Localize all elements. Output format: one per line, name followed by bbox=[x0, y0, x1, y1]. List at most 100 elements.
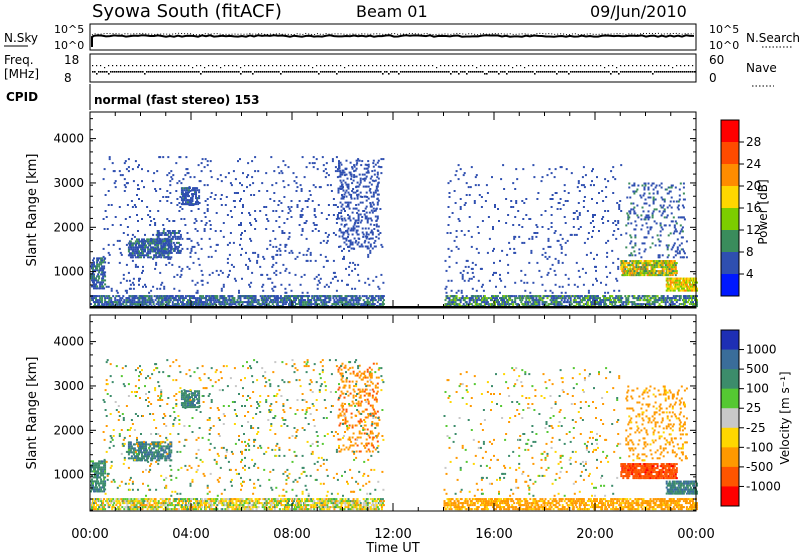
range-cell bbox=[198, 297, 201, 300]
range-cell bbox=[279, 295, 282, 298]
range-cell bbox=[680, 287, 683, 290]
range-cell bbox=[158, 255, 161, 258]
nave-point bbox=[392, 65, 394, 67]
nave-point bbox=[544, 65, 546, 67]
nave-point bbox=[168, 65, 170, 67]
range-cell bbox=[307, 247, 310, 250]
range-cell bbox=[658, 210, 661, 213]
freq-point bbox=[256, 71, 258, 73]
range-cell bbox=[236, 301, 239, 304]
range-cell bbox=[92, 271, 94, 274]
range-cell bbox=[615, 295, 618, 298]
range-cell bbox=[659, 222, 662, 225]
range-cell bbox=[179, 206, 182, 208]
range-cell bbox=[341, 173, 344, 176]
range-cell bbox=[170, 242, 173, 245]
range-cell bbox=[344, 219, 347, 222]
range-cell bbox=[628, 262, 631, 265]
freq-point bbox=[204, 71, 206, 73]
range-cell bbox=[689, 283, 692, 286]
range-cell bbox=[675, 272, 678, 275]
range-cell bbox=[189, 190, 192, 192]
range-cell bbox=[156, 295, 159, 298]
range-cell bbox=[204, 200, 207, 202]
range-cell bbox=[240, 233, 242, 236]
range-cell bbox=[345, 168, 347, 171]
range-cell bbox=[100, 281, 103, 284]
freq-point bbox=[128, 71, 130, 73]
range-cell bbox=[198, 263, 201, 266]
range-cell bbox=[178, 180, 181, 183]
range-cell bbox=[126, 204, 129, 206]
range-cell bbox=[222, 285, 225, 288]
freq-point bbox=[222, 71, 224, 73]
range-cell bbox=[646, 266, 649, 269]
range-cell bbox=[563, 301, 566, 304]
range-cell bbox=[102, 275, 105, 278]
freq-point bbox=[594, 71, 596, 73]
range-cell bbox=[532, 295, 535, 298]
range-cell bbox=[322, 265, 325, 268]
freq-point bbox=[508, 71, 510, 73]
freq-label: Freq. bbox=[4, 53, 34, 67]
range-cell bbox=[181, 187, 184, 190]
range-cell bbox=[155, 247, 158, 250]
range-cell bbox=[487, 297, 490, 300]
freq-point bbox=[364, 71, 366, 73]
range-cell bbox=[491, 303, 493, 306]
range-cell bbox=[257, 253, 260, 256]
range-cell bbox=[505, 222, 508, 224]
range-cell bbox=[376, 301, 379, 304]
range-cell bbox=[146, 206, 149, 208]
range-cell bbox=[93, 257, 95, 260]
range-cell bbox=[179, 301, 182, 304]
range-cell bbox=[156, 237, 159, 240]
range-cell bbox=[514, 188, 517, 190]
range-cell bbox=[342, 189, 345, 192]
range-cell bbox=[509, 303, 512, 306]
range-cell bbox=[186, 168, 189, 171]
range-cell bbox=[165, 196, 168, 198]
freq-point bbox=[612, 71, 614, 73]
range-cell bbox=[639, 194, 642, 197]
range-cell bbox=[680, 216, 683, 219]
range-cell bbox=[195, 197, 197, 200]
range-cell bbox=[683, 198, 686, 201]
range-cell bbox=[568, 295, 571, 298]
range-cell bbox=[345, 223, 348, 226]
range-cell bbox=[671, 220, 674, 223]
range-cell bbox=[352, 191, 355, 194]
range-cell bbox=[607, 297, 610, 300]
range-cell bbox=[686, 281, 689, 284]
range-cell bbox=[626, 266, 629, 269]
freq-point bbox=[586, 71, 588, 73]
range-cell bbox=[640, 266, 643, 269]
range-cell bbox=[104, 301, 107, 304]
range-cell bbox=[339, 228, 341, 230]
range-cell bbox=[351, 211, 354, 214]
range-cell bbox=[157, 301, 160, 304]
range-cell bbox=[159, 241, 162, 244]
nave-point bbox=[532, 65, 534, 67]
range-cell bbox=[326, 235, 329, 238]
range-cell bbox=[312, 303, 315, 306]
range-cell bbox=[376, 171, 379, 174]
range-cell bbox=[519, 299, 522, 302]
range-cell bbox=[367, 165, 370, 168]
range-cell bbox=[457, 164, 460, 167]
range-cell bbox=[357, 297, 360, 300]
date-label: 09/Jun/2010 bbox=[590, 2, 687, 21]
range-cell bbox=[471, 287, 474, 290]
range-cell bbox=[529, 295, 532, 298]
range-cell bbox=[577, 295, 580, 298]
freq-point bbox=[426, 71, 428, 73]
nave-point bbox=[600, 65, 602, 67]
freq-point bbox=[472, 71, 474, 73]
range-cell bbox=[294, 273, 297, 276]
range-cell bbox=[160, 244, 163, 247]
range-cell bbox=[446, 297, 449, 300]
range-cell bbox=[292, 172, 295, 175]
range-cell bbox=[152, 303, 155, 306]
range-cell bbox=[141, 239, 143, 242]
range-cell bbox=[159, 200, 162, 202]
